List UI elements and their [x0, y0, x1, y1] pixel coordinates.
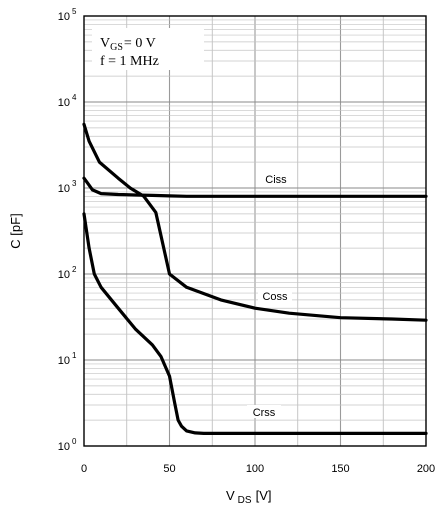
conditions-vgs-value: = 0 V: [124, 36, 156, 51]
y-tick-exponent: 2: [72, 265, 77, 274]
x-tick-label: 50: [163, 463, 175, 475]
conditions-vgs: VGS= 0 V: [100, 36, 156, 53]
series-label-background: [258, 289, 292, 302]
conditions-vgs-sub: GS: [110, 42, 123, 53]
y-tick-exponent: 4: [72, 93, 77, 102]
x-axis-title: V DS [V]: [226, 488, 271, 506]
plot-frame: [83, 15, 427, 447]
x-axis-title-unit: [V]: [256, 488, 272, 503]
y-tick-label: 10: [58, 441, 70, 453]
conditions-box-background: [92, 28, 204, 70]
y-tick-exponent: 0: [72, 437, 77, 446]
y-tick-label: 10: [58, 11, 70, 23]
series-label-ciss: Ciss: [259, 172, 293, 186]
y-tick-exponent: 3: [72, 179, 77, 188]
x-axis-title-sub: DS: [238, 495, 252, 506]
x-tick-labels: 0 50 100 150 200: [81, 463, 435, 475]
y-axis-title: C [pF]: [8, 213, 23, 248]
conditions-vgs-main: V: [100, 36, 110, 51]
series-label-crss: Crss: [247, 405, 281, 419]
y-tick-exponent: 1: [72, 351, 77, 360]
series-label-coss: Coss: [258, 289, 292, 303]
y-tick-label: 10: [58, 355, 70, 367]
series-label-background: [247, 405, 281, 418]
conditions-frequency: f = 1 MHz: [100, 54, 159, 69]
x-tick-label: 150: [331, 463, 349, 475]
y-tick-label: 10: [58, 97, 70, 109]
series-line-coss: [82, 122, 428, 322]
series-label-text: Ciss: [265, 174, 287, 186]
y-tick-exponent: 5: [72, 7, 77, 16]
x-tick-label: 0: [81, 463, 87, 475]
y-tick-label: 10: [58, 183, 70, 195]
conditions-box: VGS= 0 V f = 1 MHz: [92, 28, 204, 70]
series-label-text: Coss: [262, 291, 288, 303]
grid: [84, 16, 426, 446]
y-tick-label: 10: [58, 269, 70, 281]
x-tick-label: 200: [417, 463, 435, 475]
x-tick-label: 100: [246, 463, 264, 475]
x-axis-title-main: V: [226, 488, 235, 503]
series-label-text: Crss: [253, 407, 276, 419]
series-line-ciss: [82, 176, 428, 198]
series-labels: Ciss Coss Crss: [247, 172, 293, 419]
series-line-crss: [82, 212, 428, 435]
series-lines: [82, 122, 428, 435]
series-label-background: [259, 172, 293, 185]
